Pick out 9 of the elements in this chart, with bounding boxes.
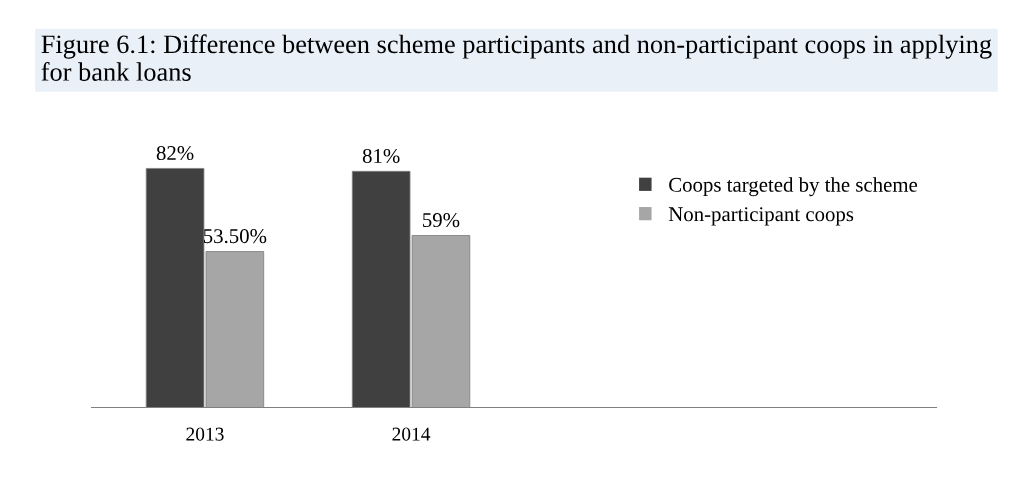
data-label: 53.50% xyxy=(203,229,267,244)
data-label: 82% xyxy=(156,145,194,161)
legend-label: Non-participant coops xyxy=(668,207,854,226)
data-label: 59% xyxy=(423,213,460,228)
x-tick-label: 2013 xyxy=(186,427,224,441)
chart-title: Figure 6.1: Difference between scheme participants and non-participant coops in applying for bank loans xyxy=(41,34,992,81)
legend-label: Coops targeted by the scheme xyxy=(669,177,918,197)
x-tick-label: 2014 xyxy=(392,427,431,441)
data-label: 81% xyxy=(362,148,400,164)
